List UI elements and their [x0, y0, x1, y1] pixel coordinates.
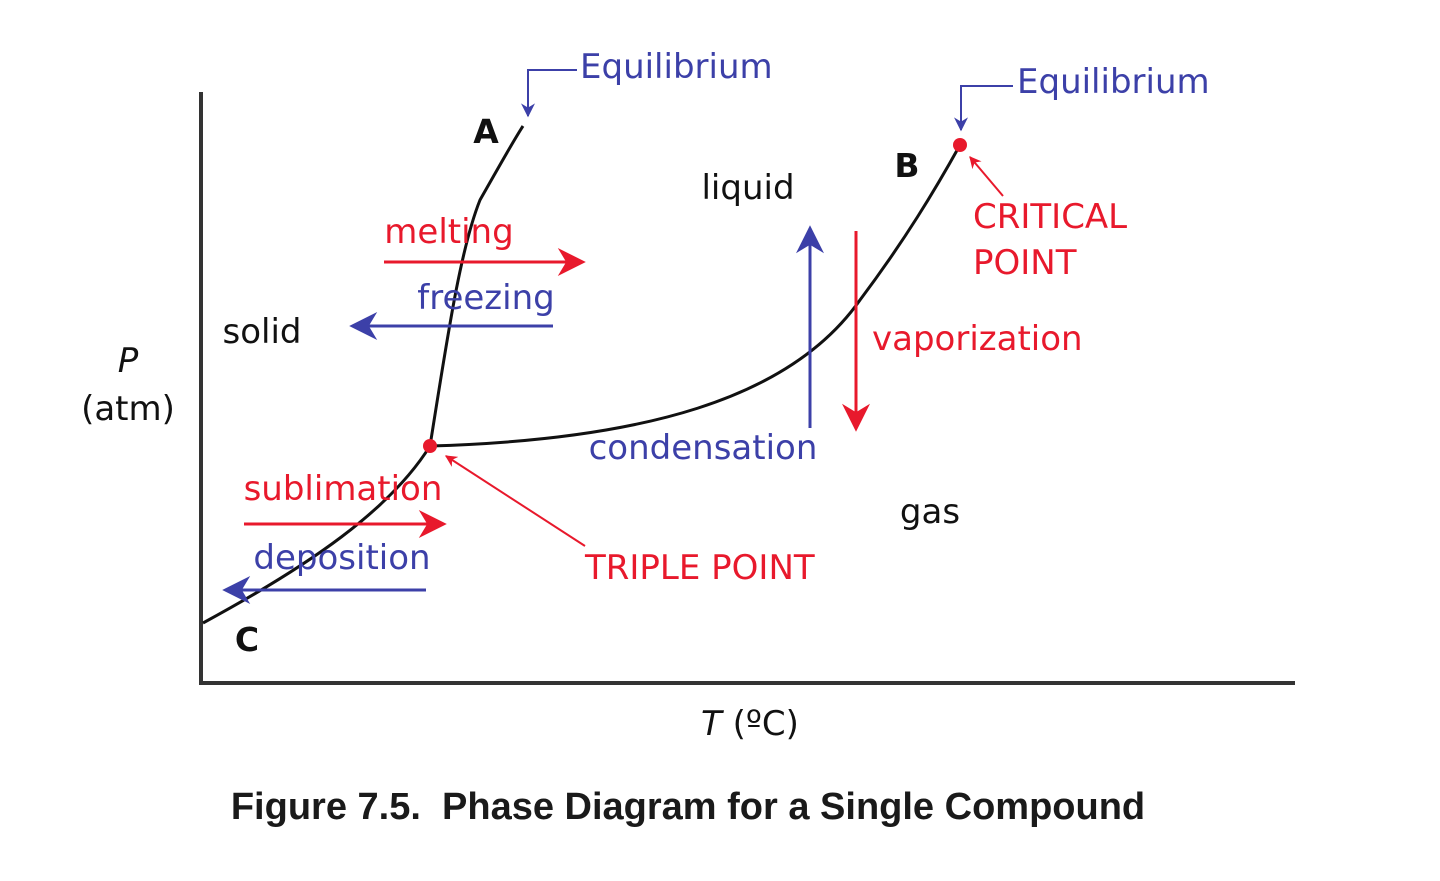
equilibrium-pointer-right — [954, 85, 1013, 132]
deposition-label: deposition — [253, 538, 430, 578]
region-solid: solid — [223, 312, 302, 352]
region-gas: gas — [900, 492, 960, 532]
point-label-b: B — [894, 146, 919, 185]
point-label-c: C — [235, 620, 259, 659]
vaporization-curve — [429, 144, 962, 448]
equilibrium-pointer-left — [521, 69, 577, 118]
x-axis-label: T (ºC) — [701, 704, 799, 744]
x-axis-label-symbol: T — [701, 704, 724, 744]
triple-point-pointer — [444, 455, 586, 547]
critical-point-dot — [953, 138, 967, 152]
freezing-label: freezing — [417, 278, 554, 318]
equilibrium-label-left: Equilibrium — [580, 47, 773, 87]
condensation-label: condensation — [589, 428, 818, 468]
sublimation-label: sublimation — [244, 469, 443, 509]
melting-curve — [428, 125, 525, 447]
critical-point-label-line2: POINT — [973, 243, 1077, 283]
vaporization-label: vaporization — [872, 319, 1083, 359]
triple-point-label: TRIPLE POINT — [584, 548, 815, 588]
melting-label: melting — [384, 212, 513, 252]
triple-point-dot — [423, 439, 437, 453]
region-liquid: liquid — [701, 168, 794, 208]
point-label-a: A — [473, 112, 499, 151]
critical-point-pointer — [969, 156, 1004, 197]
x-axis-label-unit: (ºC) — [722, 704, 799, 744]
equilibrium-label-right: Equilibrium — [1017, 62, 1210, 102]
y-axis-label-unit: (atm) — [81, 389, 175, 429]
y-axis-label-symbol: P — [118, 341, 139, 381]
critical-point-label-line1: CRITICAL — [973, 197, 1127, 237]
figure-caption: Figure 7.5. Phase Diagram for a Single C… — [231, 786, 1145, 828]
